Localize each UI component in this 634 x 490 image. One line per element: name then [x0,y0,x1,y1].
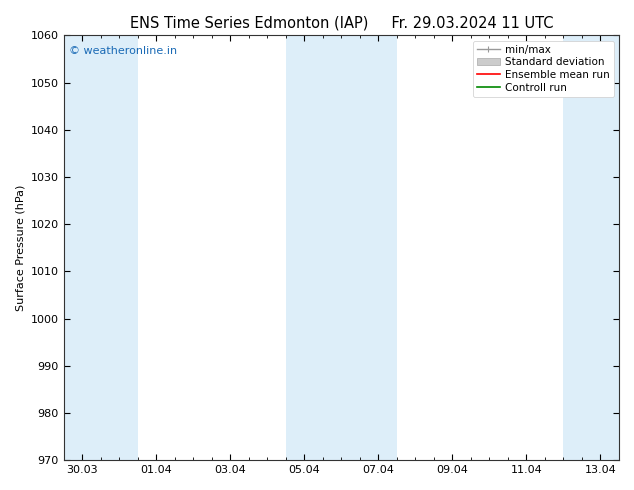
Title: ENS Time Series Edmonton (IAP)     Fr. 29.03.2024 11 UTC: ENS Time Series Edmonton (IAP) Fr. 29.03… [129,15,553,30]
Y-axis label: Surface Pressure (hPa): Surface Pressure (hPa) [15,185,25,311]
Bar [286,35,397,460]
Text: © weatheronline.in: © weatheronline.in [69,46,178,56]
Bar [63,35,138,460]
Bar [564,35,619,460]
Legend: min/max, Standard deviation, Ensemble mean run, Controll run: min/max, Standard deviation, Ensemble me… [472,41,614,97]
